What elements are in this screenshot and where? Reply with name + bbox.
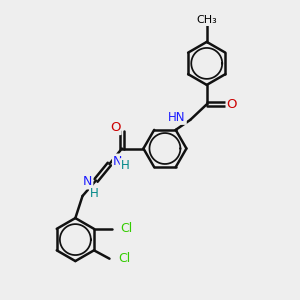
Text: N: N	[83, 176, 92, 188]
Text: Cl: Cl	[120, 222, 133, 235]
Text: H: H	[90, 187, 99, 200]
Text: O: O	[110, 121, 121, 134]
Text: H: H	[121, 159, 130, 172]
Text: N: N	[113, 154, 122, 167]
Text: CH₃: CH₃	[196, 15, 217, 25]
Text: HN: HN	[168, 111, 186, 124]
Text: O: O	[226, 98, 237, 111]
Text: Cl: Cl	[118, 252, 130, 265]
